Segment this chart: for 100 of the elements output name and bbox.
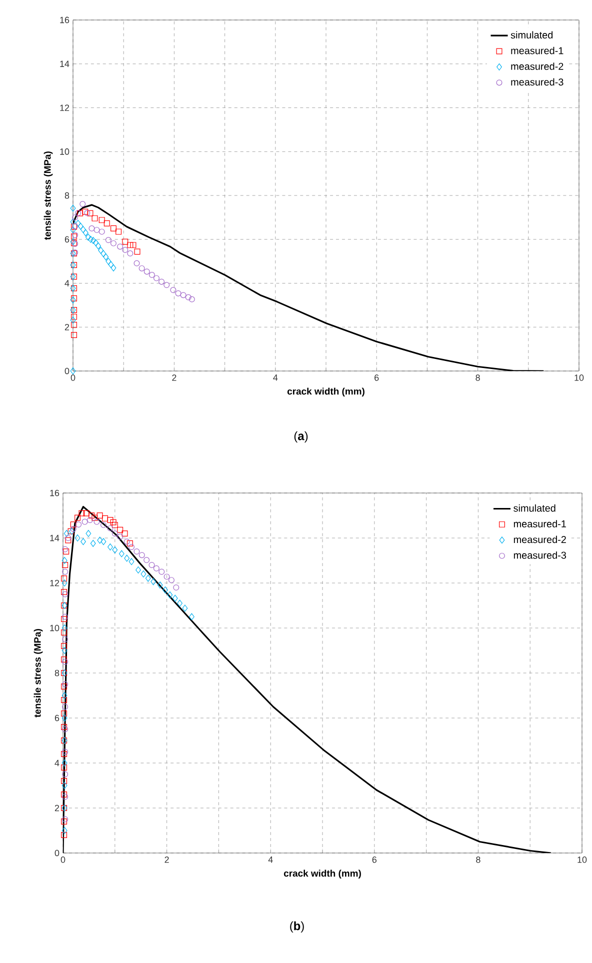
point: [86, 517, 93, 523]
point: [70, 522, 76, 528]
x-axis-title: crack width (mm): [284, 870, 361, 879]
y-tick-label: 8: [64, 192, 70, 199]
point: [94, 518, 100, 525]
point: [170, 287, 176, 294]
point: [61, 764, 68, 770]
point: [61, 656, 68, 662]
point: [61, 710, 68, 716]
x-tick-label: 4: [268, 856, 273, 863]
point: [75, 220, 81, 227]
point: [71, 322, 78, 328]
point: [62, 816, 68, 822]
point: [126, 540, 133, 546]
point: [62, 636, 68, 642]
y-tick-label: 2: [64, 324, 70, 330]
y-tick-label: 14: [50, 534, 60, 542]
point: [71, 332, 78, 338]
point: [80, 226, 86, 233]
text: (a): [294, 431, 308, 443]
point: [78, 510, 85, 516]
point: [71, 295, 78, 302]
point: [92, 215, 98, 222]
point: [61, 778, 68, 784]
point: [173, 584, 180, 590]
y-tick-label: 16: [60, 16, 70, 24]
point: [172, 594, 178, 602]
y-tick-label: 8: [54, 670, 60, 676]
point: [62, 591, 68, 598]
point: [110, 519, 116, 526]
point: [76, 522, 82, 528]
point: [124, 538, 130, 545]
point: [145, 574, 151, 582]
point: [150, 578, 156, 586]
point: [61, 643, 68, 649]
point: [62, 568, 68, 575]
point: [134, 248, 140, 255]
point: [61, 697, 68, 703]
point: [88, 236, 94, 243]
point: [94, 226, 100, 233]
point: [128, 558, 134, 566]
point: [167, 591, 173, 598]
point: [138, 265, 145, 272]
point: [117, 526, 124, 533]
point: [62, 647, 68, 654]
y-tick-label: 0: [54, 850, 60, 856]
point: [105, 237, 112, 244]
point: [148, 272, 155, 278]
x-tick-label: 8: [476, 856, 480, 863]
point: [62, 748, 68, 755]
point: [63, 548, 70, 554]
point: [130, 242, 136, 248]
x-tick-label: 10: [578, 856, 587, 863]
point: [62, 681, 68, 688]
legend-label: measured-3: [511, 78, 564, 86]
legend-label: measured-3: [514, 551, 566, 559]
point: [100, 522, 106, 528]
point: [92, 514, 98, 521]
point: [100, 250, 106, 258]
x-tick-label: 8: [476, 374, 480, 381]
point: [62, 692, 68, 699]
point: [117, 534, 124, 540]
point: [102, 515, 108, 522]
point: [136, 566, 141, 574]
point: [62, 794, 68, 800]
point: [112, 546, 118, 554]
point: [185, 294, 192, 300]
point: [82, 518, 88, 525]
point: [90, 236, 96, 244]
point: [157, 582, 163, 589]
point: [62, 624, 68, 632]
point: [85, 234, 91, 241]
point: [78, 222, 84, 230]
point: [61, 751, 68, 757]
legend-label: measured-2: [511, 62, 564, 70]
x-axis-title: crack width (mm): [287, 388, 364, 397]
point: [110, 264, 116, 272]
point: [148, 562, 155, 568]
point: [158, 568, 165, 575]
point: [116, 228, 122, 235]
text: (b): [290, 921, 304, 933]
point: [71, 314, 78, 320]
point: [122, 238, 128, 245]
x-tick-label: 10: [574, 374, 584, 381]
point: [61, 684, 68, 690]
point: [182, 604, 188, 612]
point: [153, 565, 160, 572]
point: [61, 724, 68, 730]
point: [83, 510, 90, 516]
point: [108, 544, 113, 550]
point: [74, 534, 80, 542]
point: [61, 792, 68, 798]
point: [72, 214, 78, 220]
y-tick-label: 12: [60, 104, 70, 111]
point: [124, 554, 130, 562]
y-tick-label: 4: [54, 760, 60, 766]
point: [82, 229, 88, 236]
point: [62, 782, 68, 789]
point: [64, 530, 70, 537]
point: [86, 530, 92, 537]
